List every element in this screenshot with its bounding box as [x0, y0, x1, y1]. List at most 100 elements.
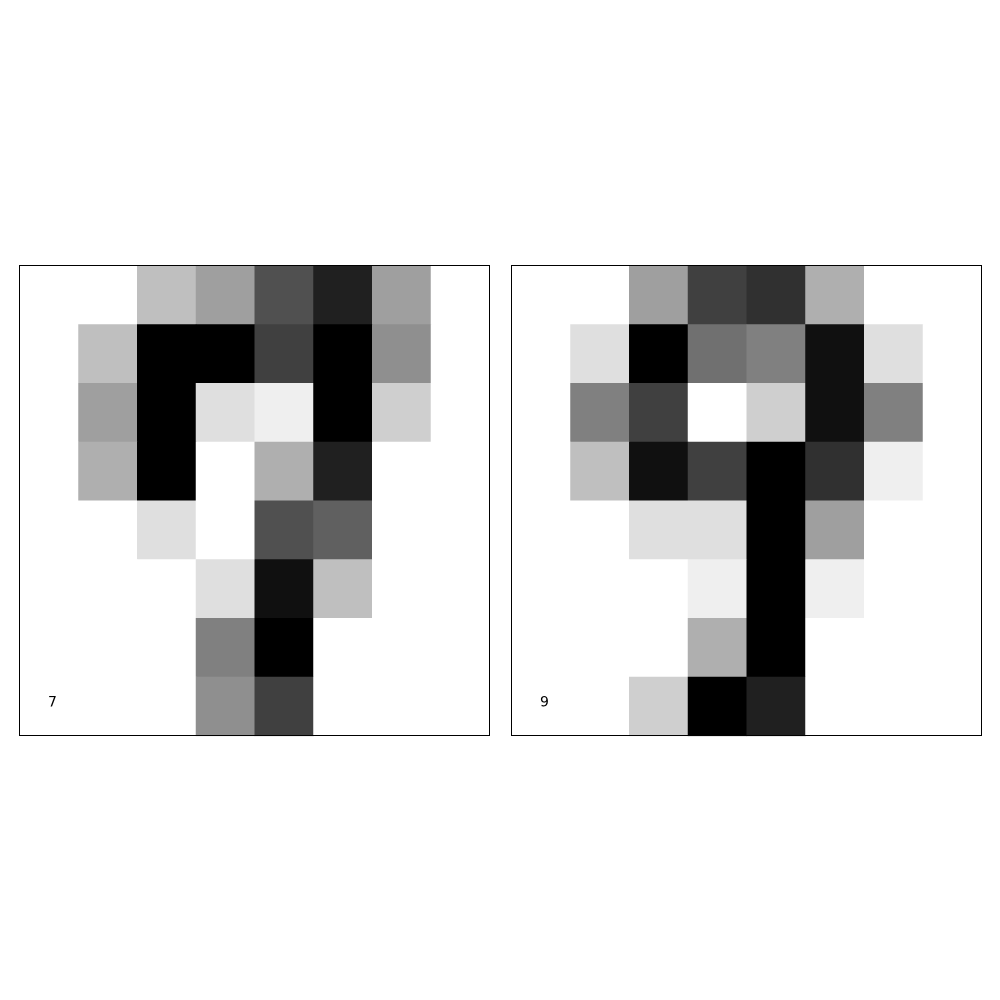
- pixel-cell-r1-c3: [195, 324, 256, 384]
- pixel-cell-r5-c6: [372, 559, 432, 619]
- pixel-cell-r1-c5: [805, 324, 865, 384]
- pixel-cell-r5-c3: [687, 559, 748, 619]
- panel-frame: [19, 265, 490, 736]
- pixel-cell-r5-c0: [19, 559, 79, 619]
- pixel-cell-r0-c2: [137, 265, 197, 325]
- pixel-cell-r1-c6: [864, 324, 924, 384]
- pixel-cell-r2-c7: [430, 383, 491, 443]
- pixel-cell-r0-c3: [687, 265, 748, 325]
- pixel-cell-r4-c7: [430, 500, 491, 560]
- pixel-cell-r7-c6: [372, 676, 432, 737]
- pixel-cell-r6-c5: [313, 618, 373, 678]
- pixel-cell-r5-c7: [430, 559, 491, 619]
- pixel-cell-r3-c0: [511, 441, 571, 502]
- pixel-cell-r1-c1: [78, 324, 138, 384]
- pixel-cell-r4-c4: [746, 500, 806, 560]
- pixel-cell-r7-c4: [746, 676, 806, 737]
- pixel-cell-r4-c2: [137, 500, 197, 560]
- pixel-cell-r4-c2: [629, 500, 689, 560]
- pixel-cell-r2-c3: [195, 383, 256, 443]
- pixel-cell-r7-c5: [805, 676, 865, 737]
- pixel-cell-r6-c5: [805, 618, 865, 678]
- pixel-cell-r4-c1: [78, 500, 138, 560]
- pixel-cell-r3-c4: [254, 441, 314, 502]
- pixel-cell-r3-c4: [746, 441, 806, 502]
- pixel-cell-r6-c0: [19, 618, 79, 678]
- pixel-cell-r3-c2: [137, 441, 197, 502]
- pixel-cell-r7-c5: [313, 676, 373, 737]
- pixel-cell-r0-c6: [372, 265, 432, 325]
- pixel-cell-r7-c2: [629, 676, 689, 737]
- pixel-cell-r0-c4: [746, 265, 806, 325]
- pixel-cell-r6-c2: [137, 618, 197, 678]
- pixel-cell-r7-c3: [687, 676, 748, 737]
- pixel-cell-r4-c5: [313, 500, 373, 560]
- pixel-cell-r5-c1: [78, 559, 138, 619]
- pixel-cell-r1-c5: [313, 324, 373, 384]
- pixel-cell-r0-c2: [629, 265, 689, 325]
- pixel-cell-r1-c1: [570, 324, 630, 384]
- pixel-cell-r2-c3: [687, 383, 748, 443]
- pixel-cell-r4-c5: [805, 500, 865, 560]
- pixel-cell-r2-c6: [864, 383, 924, 443]
- pixel-cell-r4-c4: [254, 500, 314, 560]
- pixel-cell-r2-c1: [570, 383, 630, 443]
- pixel-cell-r1-c7: [430, 324, 491, 384]
- pixel-cell-r4-c3: [687, 500, 748, 560]
- panel-frame: [511, 265, 982, 736]
- pixel-cell-r2-c1: [78, 383, 138, 443]
- pixel-cell-r1-c2: [629, 324, 689, 384]
- pixel-cell-r2-c6: [372, 383, 432, 443]
- pixel-cell-r7-c7: [922, 676, 983, 737]
- pixel-cell-r2-c0: [511, 383, 571, 443]
- pixel-cell-r4-c3: [195, 500, 256, 560]
- pixel-cell-r1-c0: [19, 324, 79, 384]
- pixel-cell-r5-c5: [313, 559, 373, 619]
- pixel-cell-r3-c6: [864, 441, 924, 502]
- pixel-cell-r2-c5: [313, 383, 373, 443]
- pixel-cell-r6-c1: [570, 618, 630, 678]
- pixel-cell-r5-c7: [922, 559, 983, 619]
- pixel-cell-r3-c1: [570, 441, 630, 502]
- pixel-cell-r5-c2: [137, 559, 197, 619]
- pixel-cell-r1-c6: [372, 324, 432, 384]
- pixel-cell-r1-c4: [254, 324, 314, 384]
- pixel-cell-r1-c0: [511, 324, 571, 384]
- pixel-cell-r2-c4: [254, 383, 314, 443]
- pixel-cell-r6-c1: [78, 618, 138, 678]
- pixel-cell-r7-c3: [195, 676, 256, 737]
- pixel-cell-r0-c6: [864, 265, 924, 325]
- pixel-cell-r6-c3: [195, 618, 256, 678]
- pixel-cell-r6-c3: [687, 618, 748, 678]
- pixel-cell-r4-c0: [19, 500, 79, 560]
- pixel-cell-r6-c2: [629, 618, 689, 678]
- pixel-cell-r7-c0: [511, 676, 571, 737]
- pixel-cell-r5-c3: [195, 559, 256, 619]
- digit-label: 7: [48, 695, 57, 711]
- pixel-cell-r7-c1: [570, 676, 630, 737]
- pixel-cell-r5-c1: [570, 559, 630, 619]
- digit-panel-left: 7: [19, 265, 491, 737]
- pixel-cell-r6-c7: [922, 618, 983, 678]
- digit-label: 9: [540, 695, 549, 711]
- pixel-cell-r5-c4: [746, 559, 806, 619]
- pixel-cell-r3-c6: [372, 441, 432, 502]
- pixel-cell-r2-c2: [137, 383, 197, 443]
- pixel-cell-r3-c2: [629, 441, 689, 502]
- pixel-cell-r0-c0: [511, 265, 571, 325]
- pixel-cell-r1-c3: [687, 324, 748, 384]
- digit-panel-right: 9: [511, 265, 983, 737]
- pixel-cell-r5-c0: [511, 559, 571, 619]
- pixel-cell-r0-c7: [430, 265, 491, 325]
- pixel-cell-r6-c6: [864, 618, 924, 678]
- pixel-cell-r3-c5: [313, 441, 373, 502]
- pixel-cell-r4-c0: [511, 500, 571, 560]
- pixel-cell-r6-c4: [254, 618, 314, 678]
- pixel-cell-r2-c0: [19, 383, 79, 443]
- pixel-cell-r0-c4: [254, 265, 314, 325]
- pixel-cell-r1-c7: [922, 324, 983, 384]
- pixel-cell-r1-c4: [746, 324, 806, 384]
- pixel-cell-r0-c5: [313, 265, 373, 325]
- pixel-cell-r0-c1: [570, 265, 630, 325]
